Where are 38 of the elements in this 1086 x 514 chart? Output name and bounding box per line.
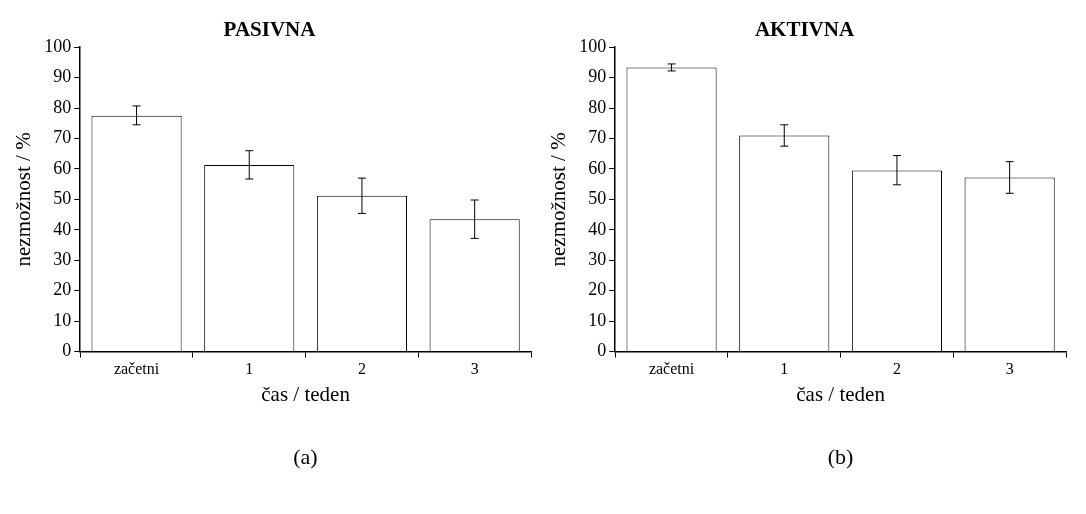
y-tick-label: 60 [588, 157, 607, 178]
x-tick-label: 2 [892, 360, 901, 378]
x-tick-label: začetni [648, 360, 695, 378]
text: (b) [826, 444, 855, 470]
y-tick-label: 10 [588, 309, 607, 330]
y-tick-label: 70 [588, 127, 607, 148]
x-tick-label: 1 [245, 360, 254, 378]
y-tick-label: 20 [53, 279, 72, 300]
y-tick-label: 20 [588, 279, 607, 300]
y-tick-label: 0 [597, 340, 607, 361]
y-tick-label: 70 [53, 127, 72, 148]
x-axis-title: čas / teden [796, 381, 886, 406]
y-axis-title: nezmožnost / % [11, 132, 36, 267]
y-tick-label: 30 [53, 249, 72, 270]
y-tick-label: 50 [53, 188, 72, 209]
text: (a) [292, 444, 319, 470]
y-tick-label: 40 [588, 218, 607, 239]
x-tick-label: 3 [470, 360, 479, 378]
y-tick-label: 90 [53, 66, 72, 87]
y-tick-label: 40 [53, 218, 72, 239]
y-tick-label: 80 [588, 96, 607, 117]
y-tick-label: 100 [44, 35, 72, 56]
y-tick-label: 30 [588, 249, 607, 270]
x-tick-label: začetni [113, 360, 160, 378]
chart-title: PASIVNA [223, 17, 317, 42]
y-tick-label: 50 [588, 188, 607, 209]
x-tick-label: 1 [780, 360, 789, 378]
y-tick-label: 90 [588, 66, 607, 87]
y-tick-label: 80 [53, 96, 72, 117]
y-tick-label: 100 [579, 35, 607, 56]
y-tick-label: 60 [53, 157, 72, 178]
x-tick-label: 3 [1005, 360, 1014, 378]
x-axis-title: čas / teden [261, 381, 351, 406]
x-tick-label: 2 [357, 360, 366, 378]
y-tick-label: 10 [53, 309, 72, 330]
y-axis-title: nezmožnost / % [546, 132, 571, 267]
y-tick-label: 0 [62, 340, 72, 361]
chart-title: AKTIVNA [754, 17, 855, 42]
